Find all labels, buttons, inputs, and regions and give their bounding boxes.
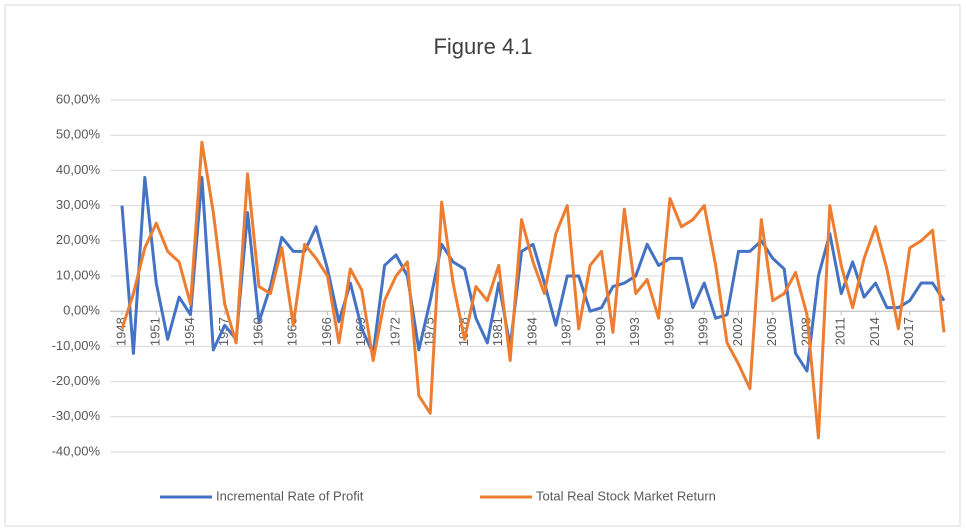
x-tick-label: 2017 [901,317,916,346]
x-tick-label: 1996 [661,317,676,346]
y-tick-label: -10,00% [52,338,101,353]
x-tick-label: 1969 [353,317,368,346]
legend-label: Incremental Rate of Profit [216,488,364,503]
x-tick-label: 1981 [490,317,505,346]
chart-border [4,4,961,527]
x-tick-label: 1972 [387,317,402,346]
x-tick-label: 1948 [113,317,128,346]
x-tick-label: 1966 [319,317,334,346]
y-tick-label: 40,00% [56,162,101,177]
x-tick-label: 1954 [182,317,197,346]
y-tick-label: 20,00% [56,232,101,247]
x-tick-label: 1999 [696,317,711,346]
legend-label: Total Real Stock Market Return [536,488,716,503]
x-tick-label: 2011 [833,317,848,345]
y-tick-label: 30,00% [56,197,101,212]
x-tick-label: 1993 [627,317,642,346]
y-tick-label: 0,00% [63,303,100,318]
y-tick-label: 50,00% [56,127,101,142]
x-tick-label: 2002 [730,317,745,346]
x-tick-label: 2005 [764,317,779,346]
y-tick-label: 10,00% [56,267,101,282]
x-tick-label: 1987 [559,317,574,346]
x-tick-label: 2014 [867,317,882,346]
y-tick-label: -30,00% [52,408,101,423]
y-tick-label: -20,00% [52,373,101,388]
chart-title: Figure 4.1 [433,34,532,59]
x-tick-label: 1984 [524,317,539,346]
y-tick-label: -40,00% [52,443,101,458]
series-line [120,140,946,440]
x-tick-label: 1960 [250,317,265,346]
series-line [120,175,946,373]
x-tick-label: 1963 [285,317,300,346]
x-tick-label: 1951 [148,317,163,346]
x-tick-label: 1990 [593,317,608,346]
y-tick-label: 60,00% [56,91,101,106]
